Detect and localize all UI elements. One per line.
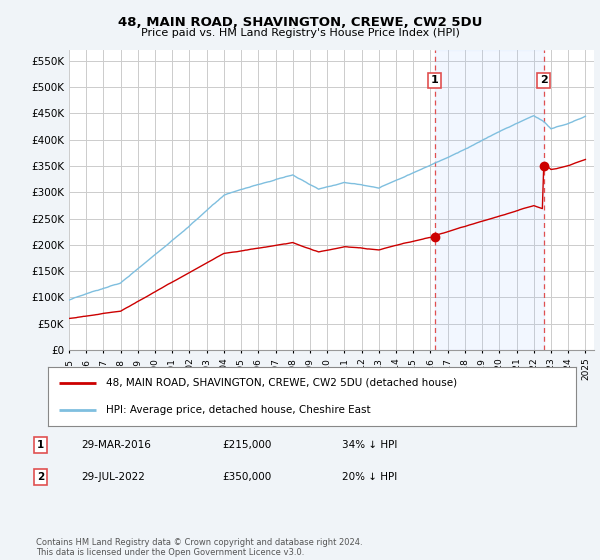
Text: HPI: Average price, detached house, Cheshire East: HPI: Average price, detached house, Ches… bbox=[106, 405, 371, 415]
Text: 34% ↓ HPI: 34% ↓ HPI bbox=[342, 440, 397, 450]
Text: 2: 2 bbox=[539, 76, 547, 85]
Text: 20% ↓ HPI: 20% ↓ HPI bbox=[342, 472, 397, 482]
Text: 48, MAIN ROAD, SHAVINGTON, CREWE, CW2 5DU (detached house): 48, MAIN ROAD, SHAVINGTON, CREWE, CW2 5D… bbox=[106, 377, 457, 388]
Text: 1: 1 bbox=[431, 76, 439, 85]
Text: Price paid vs. HM Land Registry's House Price Index (HPI): Price paid vs. HM Land Registry's House … bbox=[140, 28, 460, 38]
Text: Contains HM Land Registry data © Crown copyright and database right 2024.
This d: Contains HM Land Registry data © Crown c… bbox=[36, 538, 362, 557]
Text: 29-MAR-2016: 29-MAR-2016 bbox=[81, 440, 151, 450]
Text: £350,000: £350,000 bbox=[222, 472, 271, 482]
Text: 48, MAIN ROAD, SHAVINGTON, CREWE, CW2 5DU: 48, MAIN ROAD, SHAVINGTON, CREWE, CW2 5D… bbox=[118, 16, 482, 29]
Bar bbox=[434, 50, 544, 350]
Text: 2: 2 bbox=[37, 472, 44, 482]
Text: £215,000: £215,000 bbox=[222, 440, 271, 450]
Text: 29-JUL-2022: 29-JUL-2022 bbox=[81, 472, 145, 482]
Text: 1: 1 bbox=[37, 440, 44, 450]
